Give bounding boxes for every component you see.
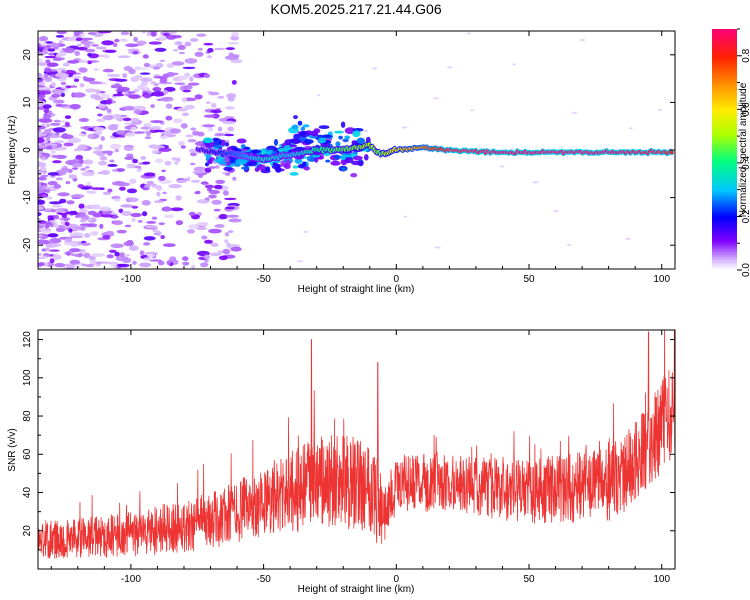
colorbar-label: Normalized spectral amplitude (738, 82, 749, 217)
snr-ytick-label: 20 (22, 525, 33, 537)
colorbar: 0.0 0.2 0.4 0.6 0.8 Normalized spectral ampl… (712, 28, 750, 277)
snr-ytick-label: 60 (22, 448, 33, 460)
snr-ytick-label: 120 (22, 331, 33, 348)
snr-panel: -100 -50 0 50 100 20 40 60 80 100 120 Height of st… (7, 329, 676, 595)
colorbar-tick-label: 0.6 (741, 102, 750, 116)
snr-ytick-label: 40 (22, 487, 33, 499)
snr-frame (37, 329, 676, 570)
spectrogram-xtick-label: 100 (653, 274, 670, 285)
spectrogram-ytick-label: 10 (22, 96, 33, 108)
spectrogram-ytick-label: -20 (22, 238, 33, 253)
spectrogram-xtick-label: -100 (121, 274, 141, 285)
spectrogram-heatmap (38, 31, 674, 269)
spectrogram-ytick-label: 0 (22, 147, 33, 153)
spectrogram-xtick-label: 50 (523, 274, 535, 285)
spectrogram-ylabel: Frequency (Hz) (7, 116, 18, 185)
spectrogram-xlabel: Height of straight line (km) (298, 284, 415, 295)
colorbar-tick-label: 0.4 (741, 156, 750, 170)
snr-xlabel: Height of straight line (km) (298, 584, 415, 595)
spectrogram-ytick-label: 20 (22, 49, 33, 61)
colorbar-tick-label: 0.0 (741, 263, 750, 277)
colorbar-tick-label: 0.8 (741, 48, 750, 62)
colorbar-gradient (712, 29, 737, 270)
figure-title: KOM5.2025.217.21.44.G06 (270, 1, 441, 17)
snr-ylabel: SNR (v/v) (7, 428, 18, 471)
snr-xtick-label: -50 (256, 574, 271, 585)
snr-series-line (38, 330, 675, 559)
spectrogram-xtick-label: -50 (256, 274, 271, 285)
snr-xtick-label: -100 (121, 574, 141, 585)
spectrogram-xtick-label: 0 (394, 274, 400, 285)
snr-ytick-label: 80 (22, 410, 33, 422)
snr-xtick-label: 100 (653, 574, 670, 585)
snr-ytick-label: 100 (22, 369, 33, 386)
snr-xtick-label: 0 (394, 574, 400, 585)
colorbar-ticks: 0.0 0.2 0.4 0.6 0.8 (737, 28, 750, 277)
colorbar-tick-label: 0.2 (741, 209, 750, 223)
spectrogram-ytick-label: -10 (22, 190, 33, 205)
snr-axes: -100 -50 0 50 100 20 40 60 80 100 120 (22, 330, 675, 585)
snr-xtick-label: 50 (523, 574, 535, 585)
